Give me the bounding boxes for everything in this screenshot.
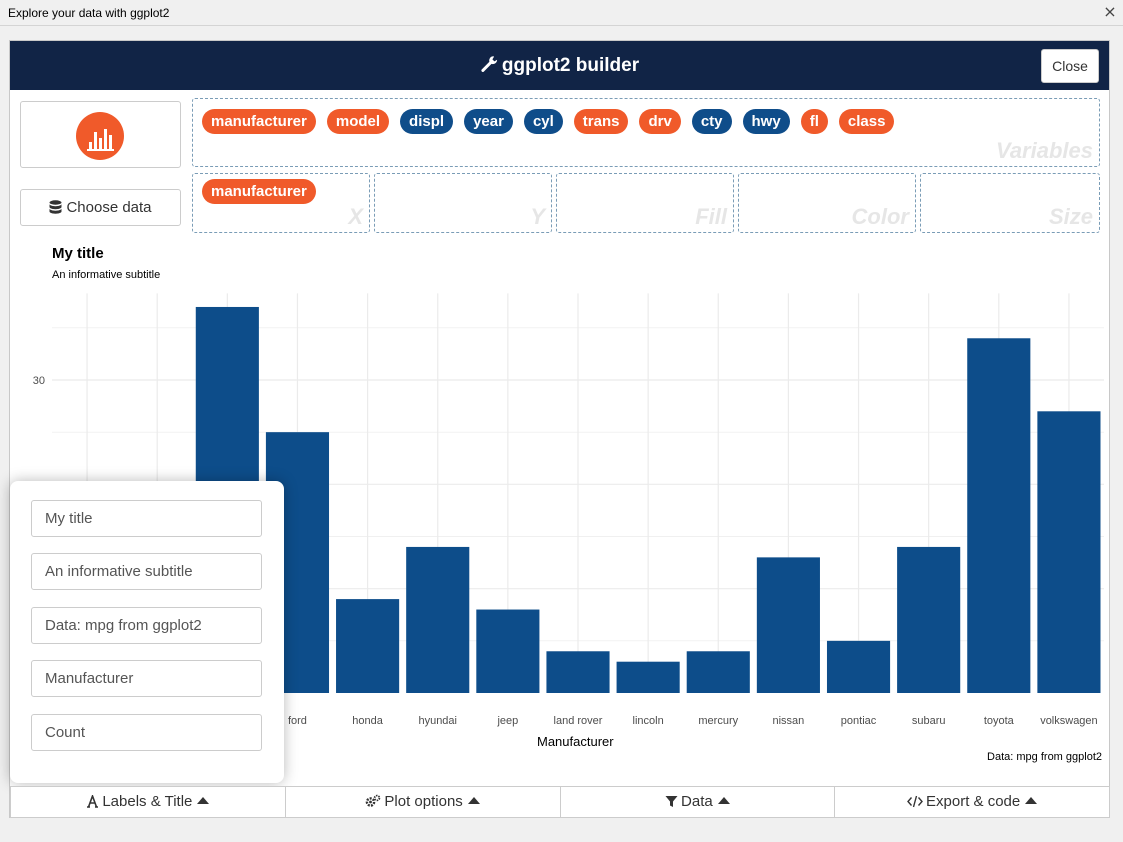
tab-plot-options-label: Plot options: [384, 793, 463, 810]
color-zone-label: Color: [851, 204, 909, 229]
caret-up-icon: [717, 797, 730, 804]
wrench-icon: [481, 56, 497, 72]
variables-dropzone[interactable]: manufacturer model displ year cyl trans drv cty…: [192, 98, 1100, 167]
choose-data-button[interactable]: Choose data: [20, 189, 181, 226]
tab-labels-title-label: Labels & Title: [102, 793, 193, 810]
variable-badge-displ[interactable]: displ: [400, 109, 454, 134]
variable-badges: manufacturer model displ year cyl trans drv cty…: [202, 109, 895, 134]
x-tick-label: ford: [288, 715, 307, 727]
bar-mercury: [686, 651, 750, 693]
bottom-tabs: Labels & Title Plot options Data Export …: [10, 786, 1110, 818]
bar-subaru: [897, 546, 961, 693]
tab-data[interactable]: Data: [559, 786, 836, 818]
x-tick-label: pontiac: [841, 715, 877, 727]
modal-header: ggplot2 builder Close: [10, 41, 1109, 90]
bar-jeep: [476, 609, 540, 693]
bar-land-rover: [546, 651, 610, 693]
variable-badge-trans[interactable]: trans: [573, 109, 629, 134]
x-tick-label: subaru: [912, 715, 946, 727]
y-label-input[interactable]: [31, 714, 262, 751]
close-button[interactable]: Close: [1041, 49, 1099, 83]
bar-lincoln: [616, 661, 680, 693]
x-mapped-variable-badge[interactable]: manufacturer: [202, 179, 316, 204]
bar-honda: [336, 599, 400, 693]
tab-data-label: Data: [681, 793, 713, 810]
tab-export-code-label: Export & code: [926, 793, 1021, 810]
x-label-input[interactable]: [31, 660, 262, 697]
x-dropzone[interactable]: manufacturer X: [192, 173, 370, 233]
variable-badge-hwy[interactable]: hwy: [742, 109, 790, 134]
header-title-text: ggplot2 builder: [501, 55, 640, 76]
caret-up-icon: [197, 797, 210, 804]
font-icon: [87, 793, 99, 808]
bar-nissan: [756, 557, 820, 693]
caret-up-icon: [467, 797, 480, 804]
os-window-title: Explore your data with ggplot2: [8, 6, 170, 20]
subtitle-input[interactable]: [31, 553, 262, 590]
gears-icon: [366, 794, 381, 807]
os-window-titlebar: Explore your data with ggplot2 ×: [0, 0, 1123, 26]
caption-input[interactable]: [31, 607, 262, 644]
window-bottom-strip: [0, 826, 1123, 842]
plot-subtitle: An informative subtitle: [52, 269, 161, 281]
x-axis-title: Manufacturer: [537, 734, 614, 749]
database-icon: [49, 200, 62, 214]
variable-badge-drv[interactable]: drv: [639, 109, 681, 134]
caret-up-icon: [1025, 797, 1038, 804]
x-tick-label: jeep: [496, 715, 518, 727]
bar-hyundai: [406, 546, 470, 693]
plot-caption: Data: mpg from ggplot2: [987, 751, 1102, 763]
tab-export-code[interactable]: Export & code: [834, 786, 1110, 818]
x-tick-label: hyundai: [418, 715, 457, 727]
bar-pontiac: [826, 640, 891, 693]
os-close-icon[interactable]: ×: [1103, 2, 1117, 21]
variable-badge-cyl[interactable]: cyl: [523, 109, 563, 134]
code-icon: [907, 795, 923, 808]
variables-zone-label: Variables: [995, 138, 1093, 163]
fill-zone-label: Fill: [695, 204, 727, 229]
size-zone-label: Size: [1048, 204, 1093, 229]
color-dropzone[interactable]: Color: [738, 173, 916, 233]
variable-badge-model[interactable]: model: [326, 109, 390, 134]
variable-badge-fl[interactable]: fl: [800, 109, 828, 134]
variable-badge-cty[interactable]: cty: [691, 109, 732, 134]
x-tick-label: volkswagen: [1040, 715, 1097, 727]
variable-badge-manufacturer[interactable]: manufacturer: [202, 109, 316, 134]
ggplot-builder-window: ggplot2 builder Close Choose data manufa…: [9, 40, 1110, 818]
title-input[interactable]: [31, 500, 262, 537]
x-tick-label: honda: [352, 715, 383, 727]
filter-icon: [665, 796, 678, 807]
x-zone-label: X: [348, 204, 363, 229]
bar-volkswagen: [1037, 411, 1101, 693]
labels-title-panel: [10, 481, 284, 783]
x-tick-label: nissan: [773, 715, 805, 727]
y-dropzone[interactable]: Y: [374, 173, 552, 233]
logo-box: [20, 101, 181, 168]
variable-badge-year[interactable]: year: [464, 109, 513, 134]
tab-plot-options[interactable]: Plot options: [284, 786, 561, 818]
x-tick-label: lincoln: [633, 715, 664, 727]
size-dropzone[interactable]: Size: [920, 173, 1100, 233]
x-tick-label: toyota: [984, 715, 1015, 727]
tab-labels-title[interactable]: Labels & Title: [10, 786, 286, 818]
bar-toyota: [967, 338, 1031, 693]
fill-dropzone[interactable]: Fill: [556, 173, 734, 233]
y-zone-label: Y: [530, 204, 545, 229]
x-tick-label: mercury: [698, 715, 738, 727]
header-title: ggplot2 builder: [10, 41, 1109, 90]
bar-chart-icon: [76, 112, 124, 160]
x-tick-label: land rover: [554, 715, 603, 727]
variable-badge-class[interactable]: class: [838, 109, 895, 134]
plot-title: My title: [52, 245, 104, 262]
choose-data-label: Choose data: [66, 199, 152, 216]
y-tick-label: 30: [33, 375, 45, 387]
